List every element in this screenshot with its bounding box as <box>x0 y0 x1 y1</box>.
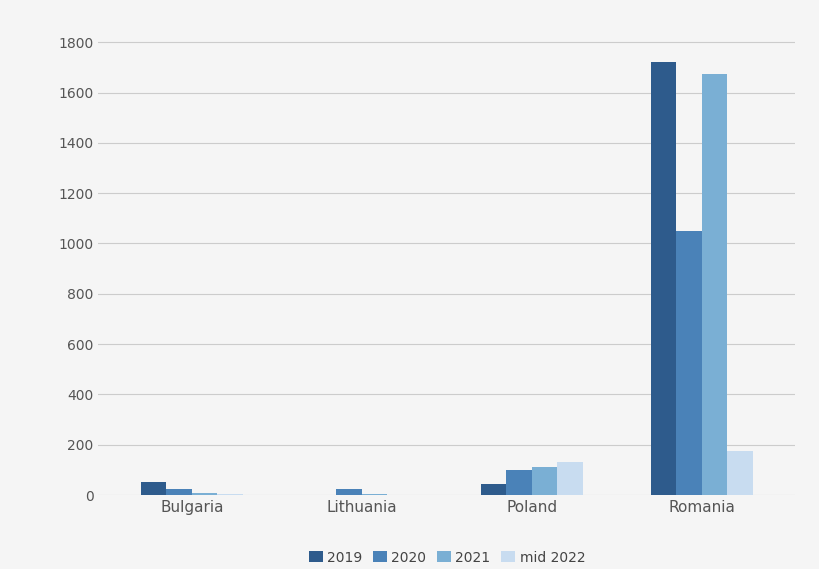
Bar <box>557 463 582 495</box>
Bar <box>141 483 166 495</box>
Bar <box>480 484 506 495</box>
Legend: 2019, 2020, 2021, mid 2022: 2019, 2020, 2021, mid 2022 <box>303 545 590 569</box>
Bar <box>532 467 557 495</box>
Bar <box>650 63 676 495</box>
Bar <box>361 494 387 495</box>
Bar <box>336 489 361 495</box>
Bar <box>217 494 242 495</box>
Bar <box>506 470 532 495</box>
Bar <box>726 451 752 495</box>
Bar <box>166 489 192 495</box>
Bar <box>192 493 217 495</box>
Bar <box>701 73 726 495</box>
Bar <box>676 231 701 495</box>
